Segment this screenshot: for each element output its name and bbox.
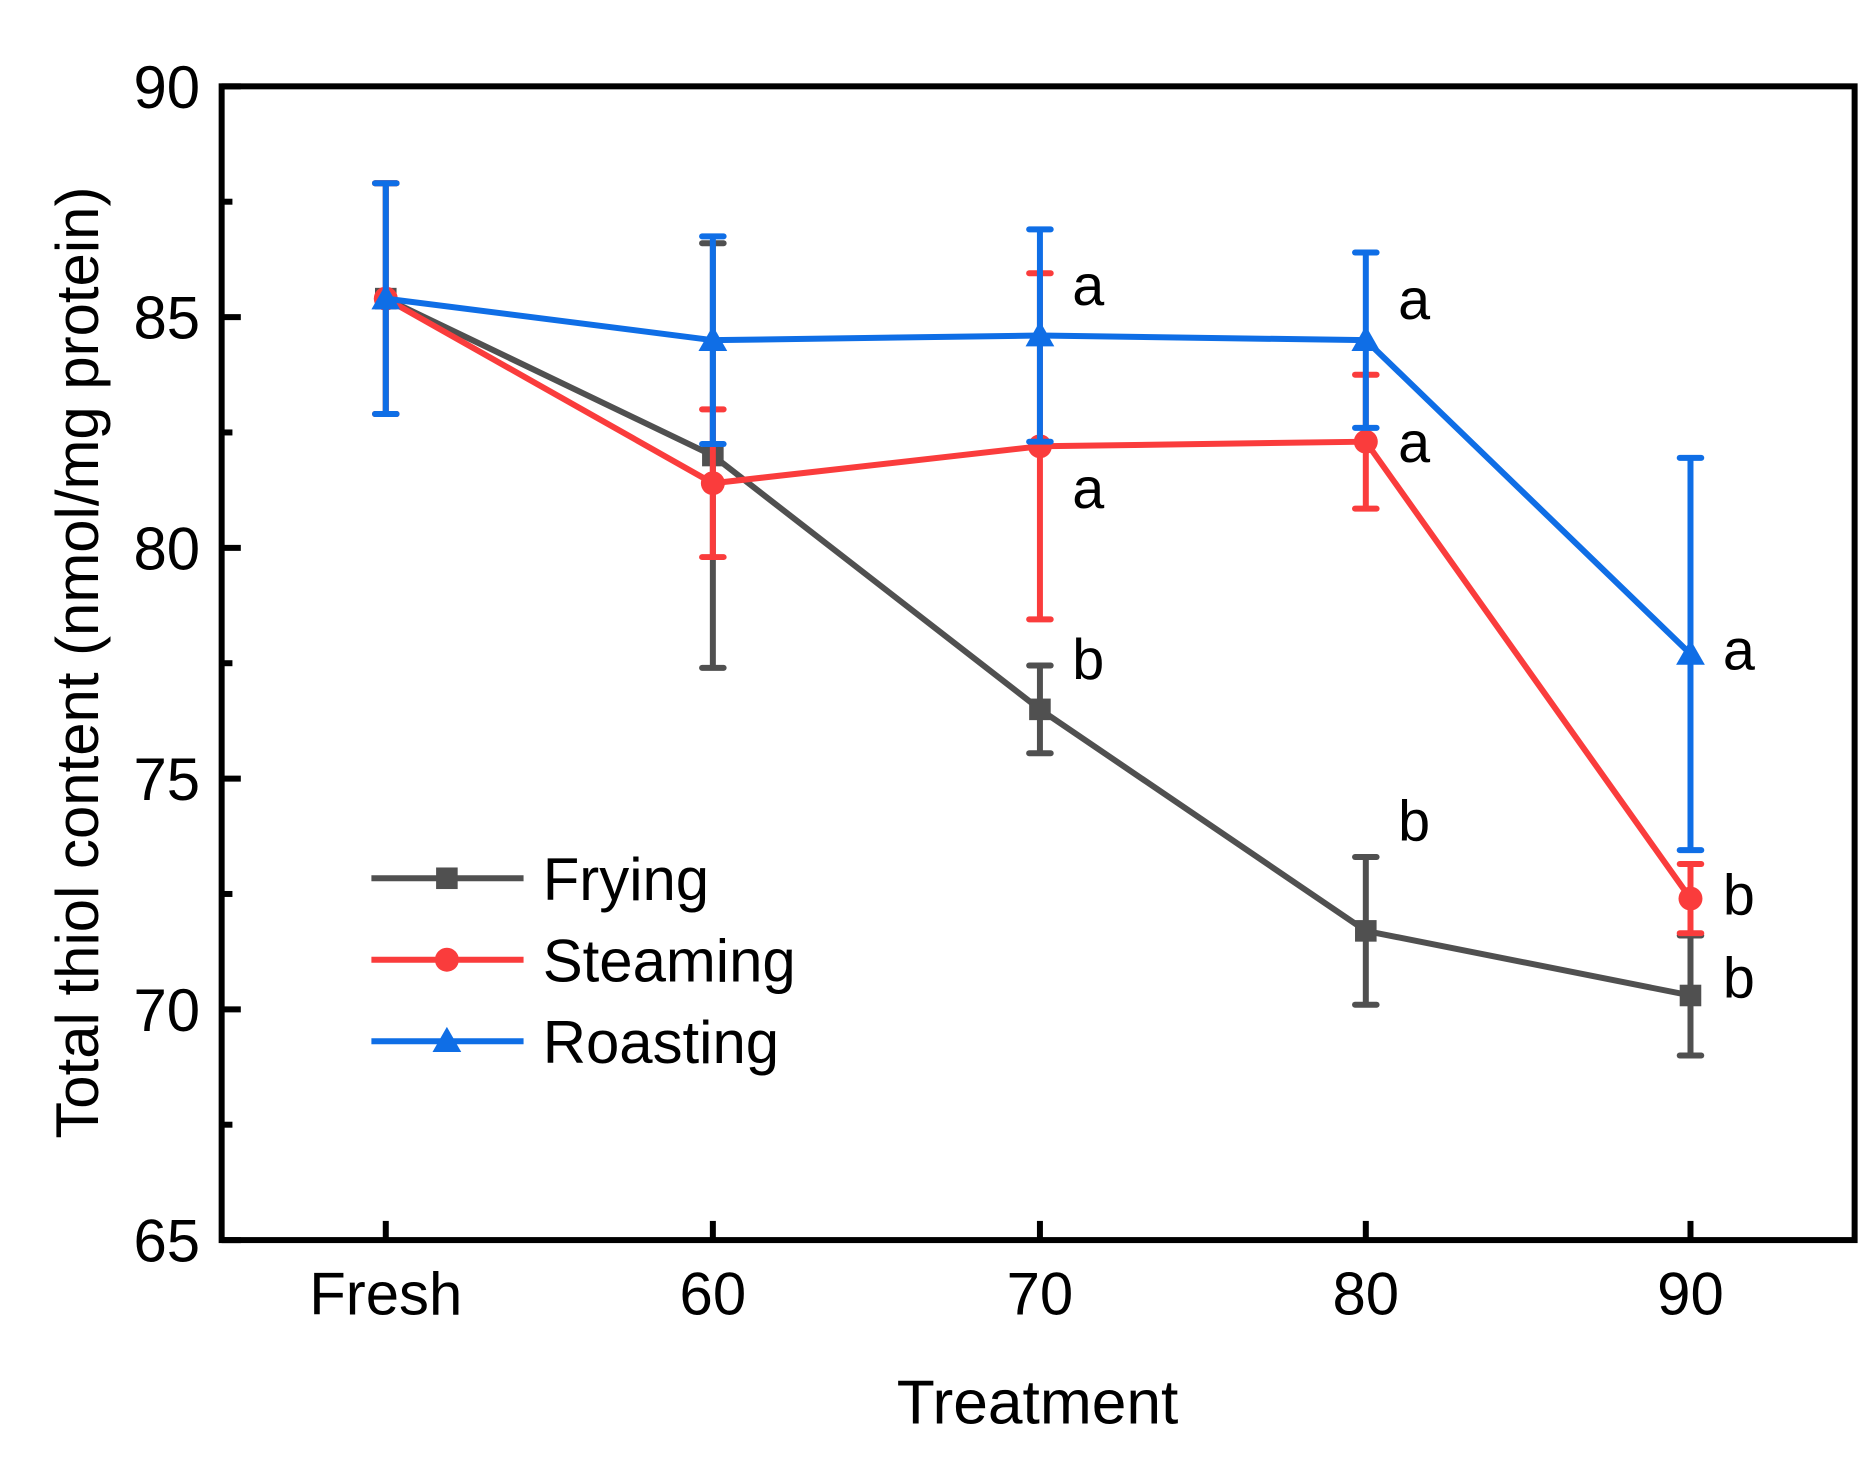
x-tick-label: 80 (1332, 1260, 1399, 1327)
significance-letter: b (1723, 946, 1755, 1010)
circle-marker (434, 947, 459, 972)
significance-letter: b (1072, 628, 1104, 692)
y-tick-label: 85 (133, 285, 200, 352)
triangle-marker (371, 284, 401, 310)
x-axis-label: Treatment (897, 1368, 1179, 1437)
square-marker (1679, 984, 1702, 1007)
legend-label: Frying (543, 846, 709, 913)
y-tick-label: 80 (133, 515, 200, 582)
series-roasting (371, 180, 1705, 854)
series-frying (372, 180, 1705, 1059)
triangle-marker (432, 1026, 462, 1052)
axes: 65 70 75 80 85 90 Fresh 60 70 80 90 (133, 54, 1723, 1327)
triangle-marker (1025, 321, 1055, 347)
triangle-marker (1676, 639, 1705, 665)
y-tick-label: 65 (133, 1208, 200, 1275)
x-tick-label: Fresh (309, 1260, 462, 1327)
x-tick-label: 60 (680, 1260, 747, 1327)
circle-marker (700, 471, 725, 496)
square-marker (1355, 920, 1377, 942)
y-tick-label: 70 (133, 977, 200, 1044)
legend-item-steaming: Steaming (371, 927, 796, 994)
y-tick-label: 90 (133, 54, 200, 121)
significance-letter: a (1072, 457, 1104, 521)
legend-label: Steaming (543, 927, 796, 994)
square-marker (1029, 698, 1051, 721)
significance-letter: a (1723, 619, 1755, 683)
legend: Frying Steaming Roasting (371, 846, 796, 1076)
triangle-marker (698, 325, 728, 351)
triangle-marker (1351, 325, 1381, 351)
y-tick-label: 75 (133, 746, 200, 813)
x-tick-label: 70 (1007, 1260, 1074, 1327)
legend-item-roasting: Roasting (371, 1009, 779, 1076)
legend-label: Roasting (543, 1009, 779, 1076)
significance-letter: a (1072, 254, 1104, 318)
significance-letter: a (1398, 411, 1430, 475)
circle-marker (1678, 886, 1703, 911)
legend-item-frying: Frying (371, 846, 709, 913)
square-marker (436, 867, 458, 890)
circle-marker (1353, 429, 1378, 454)
x-tick-label: 90 (1657, 1260, 1724, 1327)
significance-letter: b (1398, 789, 1430, 853)
y-axis-label: Total thiol content (nmol/mg protein) (44, 187, 111, 1139)
significance-letter: a (1398, 268, 1430, 332)
significance-letter: b (1723, 863, 1755, 927)
